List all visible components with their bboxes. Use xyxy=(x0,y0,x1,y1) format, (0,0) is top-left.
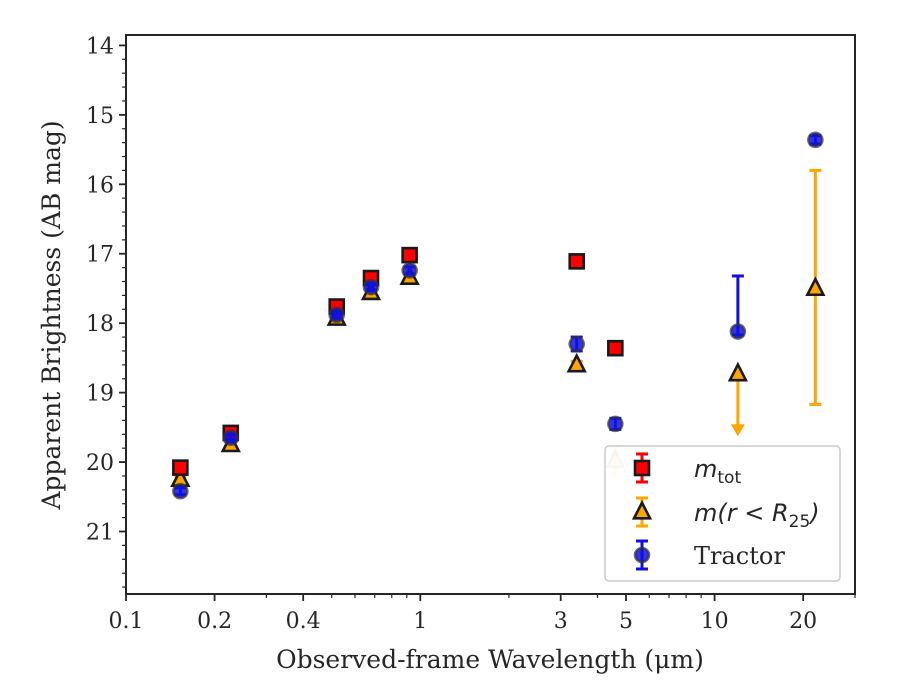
data-point xyxy=(807,131,824,149)
y-tick-label: 20 xyxy=(86,451,114,476)
data-point xyxy=(566,352,587,373)
legend-item: Tractor xyxy=(633,539,785,571)
series-square xyxy=(172,246,624,476)
data-point xyxy=(607,415,624,433)
y-tick-label: 17 xyxy=(86,243,114,268)
y-tick-label: 14 xyxy=(86,34,114,59)
x-tick-label: 10 xyxy=(701,609,729,634)
upper-limit-arrow xyxy=(730,424,745,437)
data-point xyxy=(362,278,380,296)
y-tick-label: 16 xyxy=(86,173,114,198)
legend-box xyxy=(604,445,841,582)
y-tick-label: 15 xyxy=(86,104,114,129)
x-tick-label: 3 xyxy=(554,609,568,634)
y-tick-label: 21 xyxy=(86,521,114,546)
series-circle xyxy=(172,131,824,500)
plot-frame xyxy=(125,34,856,595)
data-point xyxy=(727,361,749,382)
x-tick-label: 0.4 xyxy=(286,609,321,634)
legend-item: mtot xyxy=(633,452,741,488)
data-point xyxy=(401,246,418,264)
plot-content xyxy=(170,131,826,500)
legend-label: Tractor xyxy=(694,542,785,570)
y-tick-label: 18 xyxy=(86,312,114,337)
legend-label: mtot xyxy=(694,455,741,488)
data-point xyxy=(172,482,189,500)
legend-item: m(r < R25) xyxy=(631,496,820,532)
x-axis-title: Observed-frame Wavelength (μm) xyxy=(276,645,704,674)
data-point xyxy=(401,262,418,279)
legend-marker xyxy=(633,459,651,477)
y-axis: 14 15 16 17 18 19 20 21 xyxy=(86,34,126,588)
data-point xyxy=(222,429,240,447)
series-triangle xyxy=(170,168,826,488)
x-tick-label: 1 xyxy=(413,609,427,634)
data-point xyxy=(805,276,826,297)
data-point xyxy=(328,306,346,324)
x-axis: 0.1 0.2 0.4 1 3 5 10 20 xyxy=(109,594,856,634)
x-tick-label: 0.2 xyxy=(197,609,232,634)
data-point xyxy=(607,339,624,357)
x-tick-label: 0.1 xyxy=(109,609,144,634)
y-axis-title: Apparent Brightness (AB mag) xyxy=(37,120,66,510)
legend-label: m(r < R25) xyxy=(694,499,820,532)
data-point xyxy=(568,335,586,353)
legend-marker xyxy=(631,499,653,520)
x-tick-label: 20 xyxy=(789,609,817,634)
data-point xyxy=(729,323,747,340)
y-tick-label: 19 xyxy=(86,382,114,407)
legend-marker xyxy=(633,546,651,564)
data-point xyxy=(172,459,189,476)
data-point xyxy=(568,253,586,270)
legend: mtot m(r < R25) Tractor xyxy=(604,445,841,582)
x-tick-label: 5 xyxy=(619,609,633,634)
